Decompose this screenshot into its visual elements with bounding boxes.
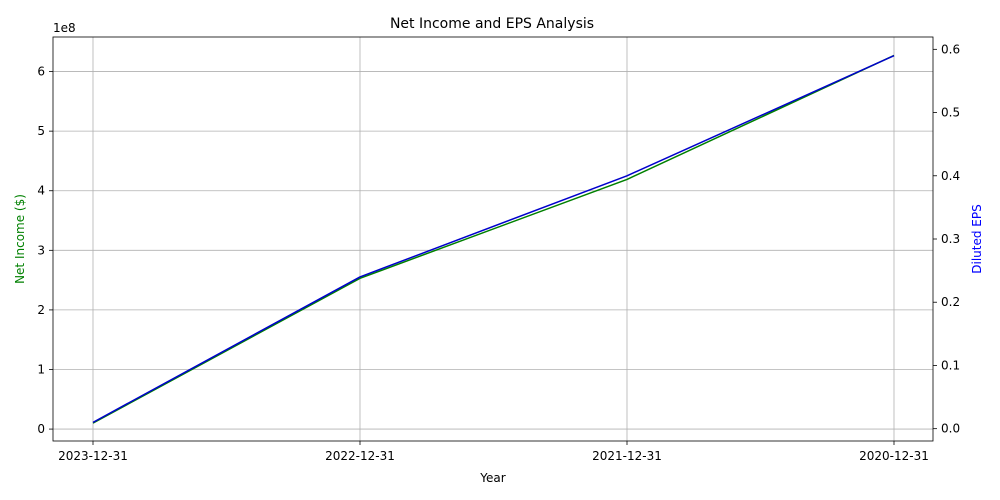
right-y-tick-label: 0.3 (941, 232, 960, 246)
series-lines (92, 54, 895, 424)
left-y-tick-label: 2 (37, 303, 45, 317)
right-y-tick-label: 0.0 (941, 422, 960, 436)
net-income-line (92, 54, 895, 424)
chart-title: Net Income and EPS Analysis (390, 16, 594, 32)
left-axis-title: Net Income ($) (13, 194, 27, 284)
left-y-tick-label: 5 (37, 124, 45, 138)
left-y-tick-label: 6 (37, 65, 45, 79)
x-axis-title: Year (479, 471, 505, 485)
x-axis: 2023-12-31 2022-12-31 2021-12-31 2020-12-31 (58, 441, 929, 463)
left-y-tick-label: 1 (37, 362, 45, 376)
x-tick-label: 2021-12-31 (592, 449, 662, 463)
right-y-tick-label: 0.4 (941, 169, 960, 183)
left-y-axis: 0 1 2 3 4 5 6 (37, 65, 53, 436)
diluted-eps-line (92, 54, 895, 424)
left-y-tick-label: 0 (37, 422, 45, 436)
right-y-tick-label: 0.2 (941, 295, 960, 309)
right-y-tick-label: 0.1 (941, 358, 960, 372)
grid-lines (53, 37, 933, 441)
right-axis-title: Diluted EPS (970, 204, 984, 273)
x-tick-label: 2022-12-31 (325, 449, 395, 463)
right-y-tick-label: 0.5 (941, 106, 960, 120)
left-y-tick-label: 3 (37, 243, 45, 257)
x-tick-label: 2020-12-31 (859, 449, 929, 463)
x-tick-label: 2023-12-31 (58, 449, 128, 463)
right-y-axis: 0.0 0.1 0.2 0.3 0.4 0.5 0.6 (933, 42, 960, 436)
left-y-tick-label: 4 (37, 184, 45, 198)
left-axis-scale-label: 1e8 (53, 21, 76, 35)
right-y-tick-label: 0.6 (941, 42, 960, 56)
